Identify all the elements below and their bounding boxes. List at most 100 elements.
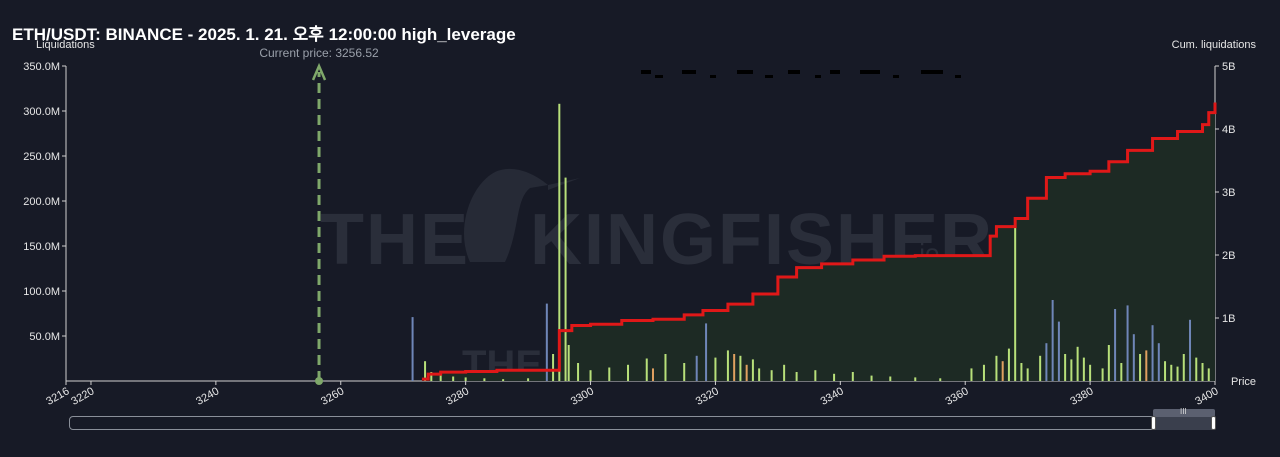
liquidation-bar xyxy=(564,177,567,381)
liquidation-bar xyxy=(502,379,505,381)
liquidation-bar xyxy=(683,363,686,381)
liquidation-bar xyxy=(1170,364,1173,381)
liquidation-bar xyxy=(1189,319,1192,381)
y-right-tick-label: 4B xyxy=(1222,124,1235,136)
liquidation-bar xyxy=(527,378,530,381)
range-handle-left[interactable] xyxy=(1151,416,1156,430)
liquidation-bar xyxy=(1007,348,1010,381)
y-left-tick-label: 50.0M xyxy=(29,331,60,343)
liquidation-bar xyxy=(1107,345,1110,381)
liquidation-bar xyxy=(814,370,817,381)
liquidation-bar xyxy=(751,359,754,381)
liquidation-bar xyxy=(726,350,729,381)
kingfisher-logo-icon xyxy=(464,168,580,262)
liquidation-bar xyxy=(1132,334,1135,381)
liquidation-bar xyxy=(982,364,985,381)
range-selection[interactable] xyxy=(1153,416,1215,430)
range-scrollbar-track[interactable] xyxy=(69,416,1216,430)
liquidation-bar xyxy=(1176,366,1179,381)
liquidation-bar xyxy=(1151,325,1154,381)
liquidation-bar xyxy=(758,368,761,381)
x-tick-label: 3280 xyxy=(444,385,471,408)
liquidation-bar xyxy=(558,103,561,382)
watermark-text-large: THE xyxy=(320,200,470,280)
liquidation-bar xyxy=(577,363,580,381)
liquidation-bar xyxy=(695,355,698,381)
liquidation-bar xyxy=(483,378,486,381)
liquidation-bar xyxy=(1157,343,1160,381)
liquidation-bar xyxy=(1020,363,1023,381)
y-right-ticks: 1B 2B 3B 4B 5B xyxy=(1215,61,1235,325)
liquidation-bar xyxy=(1089,364,1092,381)
grip-icon: III xyxy=(1180,407,1187,416)
liquidation-bar xyxy=(664,354,667,381)
liquidation-bar xyxy=(1207,368,1210,381)
liquidation-bars xyxy=(411,103,1210,382)
obscured-label xyxy=(641,70,961,78)
liquidation-bar xyxy=(1101,368,1104,381)
y-left-tick-label: 150.0M xyxy=(23,241,60,253)
y-right-tick-label: 2B xyxy=(1222,250,1235,262)
liquidation-bar xyxy=(1182,354,1185,381)
liquidation-bar xyxy=(552,354,555,381)
liquidation-bar xyxy=(770,370,773,381)
range-scrollbar-thumb[interactable]: III xyxy=(1151,407,1216,433)
range-handle-right[interactable] xyxy=(1211,416,1216,430)
range-grip[interactable] xyxy=(1153,409,1215,417)
liquidation-bar xyxy=(995,355,998,381)
x-tick-label: 3380 xyxy=(1068,385,1095,408)
cumulative-area xyxy=(421,102,1216,381)
liquidation-bar xyxy=(1082,357,1085,381)
liquidation-bar xyxy=(464,377,467,381)
x-tick-label: 3240 xyxy=(194,385,221,408)
liquidation-bar xyxy=(424,361,427,381)
current-price-arrow-icon xyxy=(311,62,327,81)
liquidation-bar xyxy=(783,364,786,381)
liquidation-bar xyxy=(870,375,873,381)
current-price-marker[interactable]: Current price: 3256.52 xyxy=(259,46,379,385)
liquidation-bar xyxy=(970,368,973,381)
liquidation-bar xyxy=(545,303,548,381)
x-tick-label: 3300 xyxy=(569,385,596,408)
liquidation-bar xyxy=(745,364,748,381)
liquidation-bar xyxy=(411,317,414,381)
liquidation-bar xyxy=(1001,361,1004,381)
liquidation-bar xyxy=(1195,357,1198,381)
x-tick-label: 3220 xyxy=(69,385,96,408)
liquidation-bar xyxy=(1145,350,1148,381)
y-left-tick-label: 200.0M xyxy=(23,196,60,208)
liquidation-bar xyxy=(439,375,442,381)
y-left-tick-label: 300.0M xyxy=(23,106,60,118)
liquidation-bar xyxy=(1014,217,1017,381)
liquidation-bar xyxy=(851,372,854,381)
liquidation-bar xyxy=(1057,321,1060,381)
liquidation-bar xyxy=(714,357,717,381)
liquidation-bar xyxy=(833,373,836,381)
liquidation-bar xyxy=(733,354,736,381)
liquidation-bar xyxy=(1120,363,1123,381)
liquidation-bar xyxy=(589,370,592,381)
current-price-label: Current price: 3256.52 xyxy=(259,46,379,60)
y-right-tick-label: 3B xyxy=(1222,187,1235,199)
x-tick-label: 3320 xyxy=(694,385,721,408)
y-left-tick-label: 250.0M xyxy=(23,151,60,163)
y-right-tick-label: 1B xyxy=(1222,313,1235,325)
liquidation-bar xyxy=(1126,305,1129,381)
x-tick-label: 3260 xyxy=(319,385,346,408)
y-left-tick-label: 100.0M xyxy=(23,286,60,298)
liquidation-bar xyxy=(1164,361,1167,381)
current-price-dot xyxy=(315,377,324,385)
liquidation-bar xyxy=(739,355,742,381)
liquidation-bar xyxy=(1051,300,1054,381)
liquidation-bar xyxy=(939,378,942,381)
liquidation-bar xyxy=(627,364,630,381)
liquidation-bar xyxy=(608,367,611,381)
liquidation-bar xyxy=(651,368,654,381)
liquidation-bar xyxy=(889,376,892,381)
y-right-tick-label: 5B xyxy=(1222,61,1235,73)
liquidation-bar xyxy=(1064,354,1067,381)
liquidation-bar xyxy=(1201,363,1204,381)
liquidation-bar xyxy=(1139,354,1142,381)
liquidation-bar xyxy=(452,376,455,381)
